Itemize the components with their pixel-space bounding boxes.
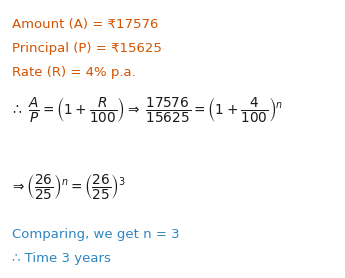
Text: Rate (R) = 4% p.a.: Rate (R) = 4% p.a. [12, 66, 136, 79]
Text: Comparing, we get n = 3: Comparing, we get n = 3 [12, 228, 180, 241]
Text: Principal (P) = ₹15625: Principal (P) = ₹15625 [12, 42, 162, 55]
Text: ∴ Time 3 years: ∴ Time 3 years [12, 252, 111, 265]
Text: Amount (A) = ₹17576: Amount (A) = ₹17576 [12, 18, 158, 31]
Text: $\therefore\ \dfrac{A}{P} = \left(1+\dfrac{R}{100}\right) \Rightarrow\ \dfrac{17: $\therefore\ \dfrac{A}{P} = \left(1+\dfr… [10, 95, 283, 124]
Text: $\Rightarrow \left(\dfrac{26}{25}\right)^{n} = \left(\dfrac{26}{25}\right)^{3}$: $\Rightarrow \left(\dfrac{26}{25}\right)… [10, 172, 126, 201]
